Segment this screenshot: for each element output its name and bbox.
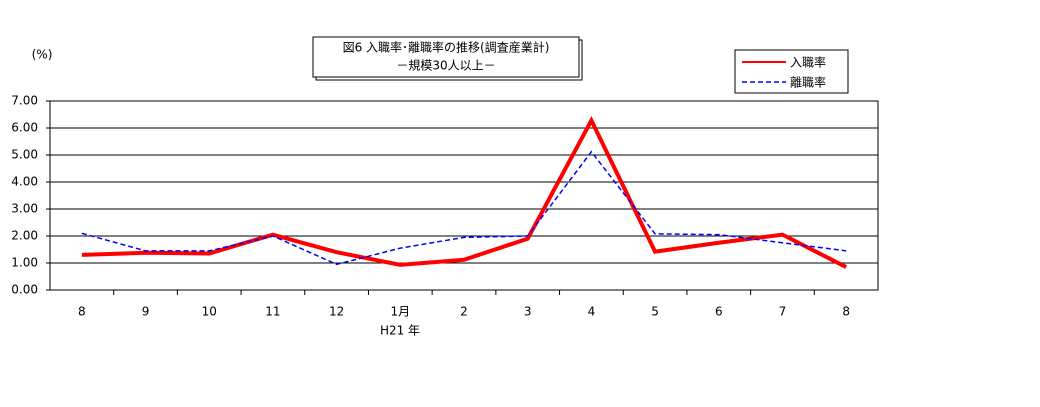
series-line [81, 150, 847, 266]
chart-subtitle: －規模30人以上－ [396, 58, 495, 73]
annotation: H21 年 [380, 324, 420, 338]
legend-box [734, 49, 849, 94]
x-tick-label: 8 [78, 305, 86, 319]
x-tick-label: 11 [265, 305, 280, 319]
x-tick-label: 1月 [390, 305, 410, 319]
x-tick-label: 8 [842, 305, 850, 319]
y-tick-label: 1.00 [11, 256, 38, 270]
y-tick-label: 0.00 [11, 283, 38, 297]
x-tick-label: 7 [779, 305, 787, 319]
x-tick-label: 10 [202, 305, 217, 319]
y-tick-label: 5.00 [11, 148, 38, 162]
x-tick-label: 9 [142, 305, 150, 319]
legend-label: 離職率 [790, 75, 826, 90]
x-tick-label: 6 [715, 305, 723, 319]
y-tick-label: 6.00 [11, 121, 38, 135]
y-axis-label: (%) [32, 48, 53, 62]
y-tick-label: 3.00 [11, 202, 38, 216]
x-tick-label: 4 [588, 305, 596, 319]
x-tick-label: 2 [460, 305, 468, 319]
title-box [312, 36, 580, 78]
y-tick-label: 7.00 [11, 94, 38, 108]
x-tick-label: 5 [651, 305, 659, 319]
x-tick-label: 12 [329, 305, 344, 319]
legend-label: 入職率 [790, 55, 826, 70]
chart-title: 図6 入職率･離職率の推移(調査産業計) [343, 40, 550, 55]
y-tick-label: 4.00 [11, 175, 38, 189]
x-tick-label: 3 [524, 305, 532, 319]
y-tick-label: 2.00 [11, 229, 38, 243]
series-line [81, 116, 848, 269]
